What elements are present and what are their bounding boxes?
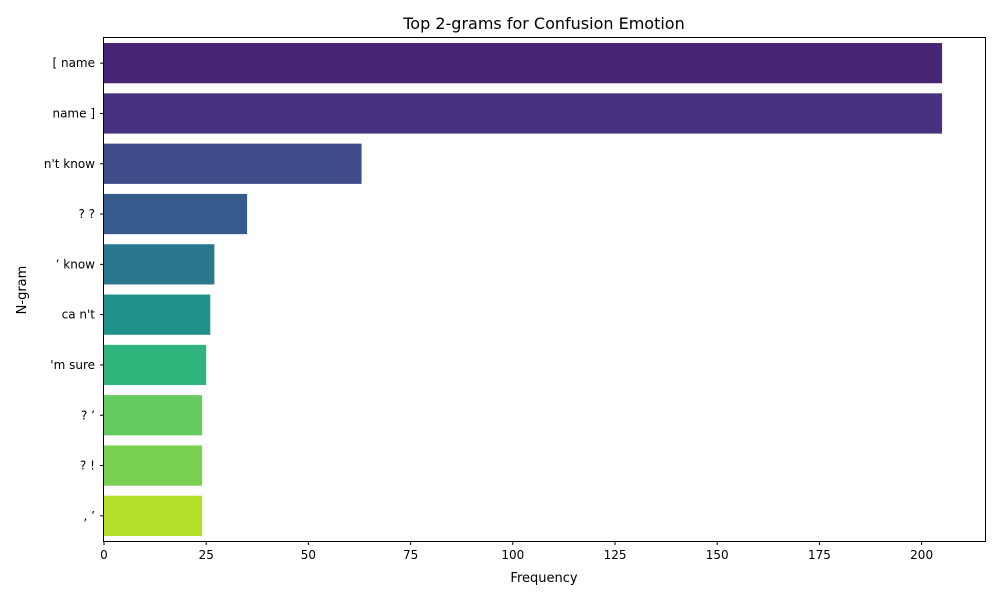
x-tick-label: 75 <box>403 548 418 562</box>
bar <box>104 43 943 84</box>
bar <box>104 344 207 386</box>
bar <box>104 445 203 486</box>
y-tick-label: ? ’ <box>81 408 95 422</box>
y-tick-label: ? ? <box>78 207 95 221</box>
x-axis-ticks: 0 25 50 75 100 125 150 175 200 <box>100 541 933 562</box>
bars-group <box>104 43 943 536</box>
y-tick-label: 'm sure <box>50 358 95 372</box>
y-tick-label: ’ know <box>56 257 96 271</box>
bar <box>104 193 248 235</box>
bar <box>104 93 943 134</box>
bar <box>104 143 362 184</box>
y-tick-label: [ name <box>52 56 95 70</box>
bar <box>104 395 203 436</box>
bar <box>104 244 215 285</box>
bar <box>104 294 211 335</box>
y-axis-ticks: [ name name ] n't know ? ? ’ know ca n't 'm su… <box>44 56 104 523</box>
y-tick-label: ? ! <box>80 459 95 473</box>
x-tick-label: 50 <box>301 548 316 562</box>
x-tick-label: 25 <box>199 548 214 562</box>
y-tick-label: , ’ <box>84 509 95 523</box>
bar <box>104 495 203 536</box>
x-tick-label: 100 <box>501 548 524 562</box>
x-tick-label: 200 <box>910 548 933 562</box>
y-tick-label: ca n't <box>62 308 96 322</box>
y-axis-label: N-gram <box>15 266 30 315</box>
x-tick-label: 125 <box>604 548 627 562</box>
plot-frame <box>103 37 986 542</box>
x-axis-label: Frequency <box>510 571 577 586</box>
y-tick-label: name ] <box>52 106 95 120</box>
y-tick-label: n't know <box>44 157 95 171</box>
chart-title: Top 2-grams for Confusion Emotion <box>402 14 684 33</box>
x-tick-label: 175 <box>808 548 831 562</box>
x-tick-label: 0 <box>100 548 108 562</box>
x-tick-label: 150 <box>706 548 729 562</box>
